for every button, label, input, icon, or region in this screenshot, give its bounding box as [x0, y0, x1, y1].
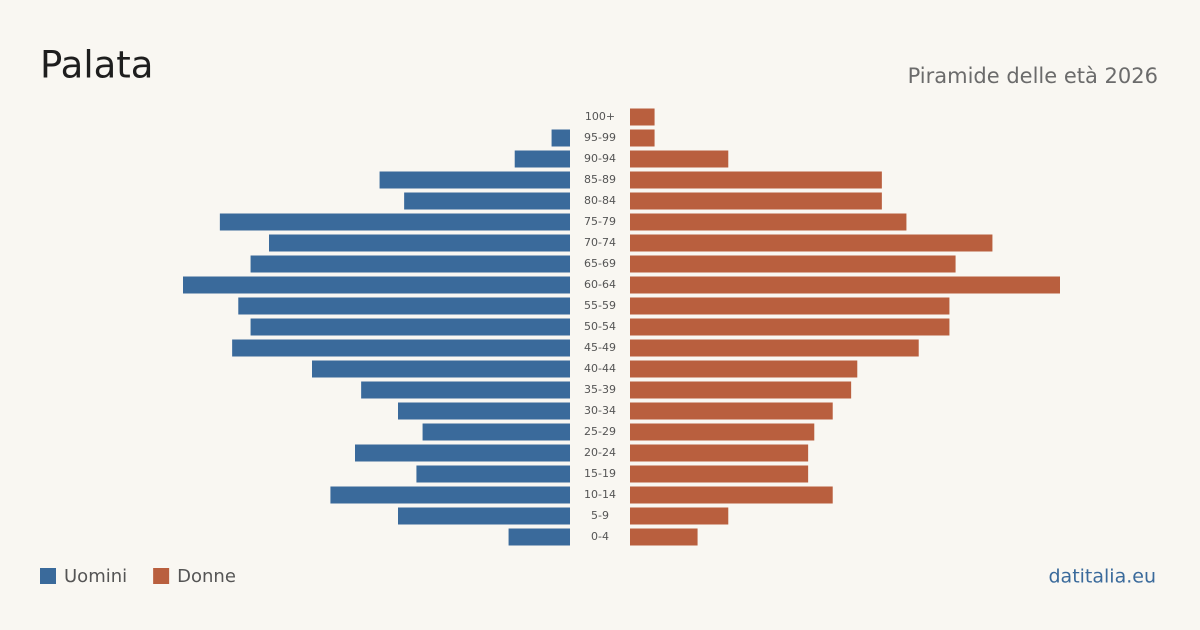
bar — [219, 213, 570, 231]
bar — [416, 465, 570, 483]
bar — [514, 150, 570, 168]
bar — [630, 129, 655, 147]
bar — [269, 234, 570, 252]
bar — [630, 423, 815, 441]
bar — [630, 150, 729, 168]
chart-subtitle: Piramide delle età 2026 — [908, 64, 1158, 88]
age-label: 85-89 — [584, 173, 616, 186]
bar — [630, 192, 882, 210]
age-label: 35-39 — [584, 383, 616, 396]
age-label: 5-9 — [591, 509, 609, 522]
bar — [404, 192, 570, 210]
bar — [238, 297, 571, 315]
legend-swatch — [40, 568, 56, 584]
age-label: 80-84 — [584, 194, 616, 207]
bar — [630, 465, 809, 483]
age-label: 70-74 — [584, 236, 616, 249]
bar — [630, 402, 833, 420]
bar — [183, 276, 570, 294]
source: datitalia.eu — [1049, 566, 1157, 588]
bar — [232, 339, 570, 357]
legend-label: Uomini — [64, 566, 127, 587]
bar — [398, 402, 570, 420]
age-label: 45-49 — [584, 341, 616, 354]
bar — [630, 339, 919, 357]
bar — [630, 318, 950, 336]
bar — [355, 444, 570, 462]
bar — [551, 129, 570, 147]
bar — [508, 528, 570, 546]
bar — [630, 381, 852, 399]
age-label: 60-64 — [584, 278, 616, 291]
age-label: 10-14 — [584, 488, 616, 501]
bar — [630, 171, 882, 189]
age-label: 55-59 — [584, 299, 616, 312]
bar — [630, 528, 698, 546]
bar — [250, 318, 571, 336]
age-label: 0-4 — [591, 530, 609, 543]
bar — [630, 234, 993, 252]
bar — [630, 360, 858, 378]
age-label: 30-34 — [584, 404, 616, 417]
bar — [630, 108, 655, 126]
bar — [630, 507, 729, 525]
age-label: 95-99 — [584, 131, 616, 144]
age-label: 40-44 — [584, 362, 616, 375]
legend-label: Donne — [177, 566, 236, 587]
bar — [361, 381, 570, 399]
age-label: 25-29 — [584, 425, 616, 438]
age-label: 15-19 — [584, 467, 616, 480]
age-label: 90-94 — [584, 152, 616, 165]
bar — [379, 171, 570, 189]
bar — [250, 255, 571, 273]
bar — [630, 276, 1060, 294]
bar — [630, 213, 907, 231]
age-label: 65-69 — [584, 257, 616, 270]
bar — [312, 360, 570, 378]
bar — [330, 486, 570, 504]
age-label: 50-54 — [584, 320, 616, 333]
chart-title: Palata — [40, 44, 153, 87]
bar — [630, 255, 956, 273]
bar — [630, 297, 950, 315]
legend-swatch — [153, 568, 170, 584]
bar — [630, 444, 809, 462]
age-label: 75-79 — [584, 215, 616, 228]
age-label: 100+ — [585, 110, 615, 123]
bar — [630, 486, 833, 504]
bar — [422, 423, 570, 441]
age-label: 20-24 — [584, 446, 616, 459]
bar — [398, 507, 570, 525]
